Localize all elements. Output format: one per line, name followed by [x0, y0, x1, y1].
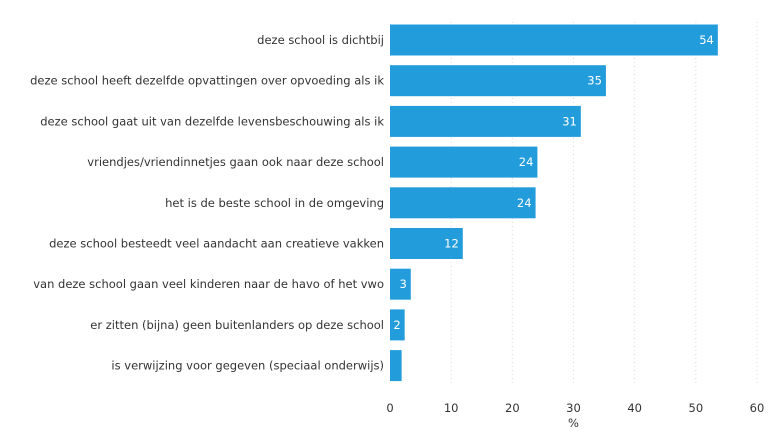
bar — [390, 65, 606, 97]
category-label: is verwijzing voor gegeven (speciaal ond… — [111, 359, 384, 373]
x-tick-label: 30 — [566, 401, 581, 415]
data-label: 35 — [587, 74, 602, 88]
bar — [390, 146, 538, 178]
bar — [390, 309, 405, 341]
data-label: 24 — [517, 196, 532, 210]
x-tick-label: 60 — [750, 401, 765, 415]
category-label: deze school gaat uit van dezelfde levens… — [40, 114, 384, 128]
bar — [390, 24, 718, 56]
bar — [390, 268, 411, 300]
x-tick-label: 0 — [386, 401, 393, 415]
x-tick-label: 20 — [505, 401, 520, 415]
bar — [390, 187, 536, 219]
category-label: het is de beste school in de omgeving — [165, 196, 384, 210]
bar — [390, 228, 463, 259]
x-axis-ticks: 0 10 20 30 40 50 60 — [386, 401, 764, 415]
data-label: 24 — [519, 155, 534, 169]
category-label: deze school is dichtbij — [257, 33, 384, 47]
category-label: deze school heeft dezelfde opvattingen o… — [30, 74, 384, 88]
data-label: 54 — [699, 33, 714, 47]
data-label: 3 — [399, 277, 406, 291]
category-labels: deze school is dichtbij deze school heeft… — [30, 33, 384, 373]
data-labels: 54 35 31 24 24 12 3 2 — [393, 33, 714, 332]
x-tick-label: 50 — [689, 401, 704, 415]
bar — [390, 350, 402, 382]
bar — [390, 105, 581, 137]
data-label: 31 — [562, 114, 577, 128]
category-label: deze school besteedt veel aandacht aan c… — [49, 237, 384, 251]
data-label: 2 — [393, 318, 400, 332]
x-tick-label: 40 — [627, 401, 642, 415]
data-label: 12 — [444, 237, 459, 251]
category-label: van deze school gaan veel kinderen naar … — [33, 277, 384, 291]
bars — [390, 24, 718, 382]
category-label: er zitten (bijna) geen buitenlanders op … — [90, 318, 384, 332]
x-axis-title: % — [568, 416, 579, 430]
category-label: vriendjes/vriendinnetjes gaan ook naar d… — [87, 155, 384, 169]
x-tick-label: 10 — [444, 401, 459, 415]
